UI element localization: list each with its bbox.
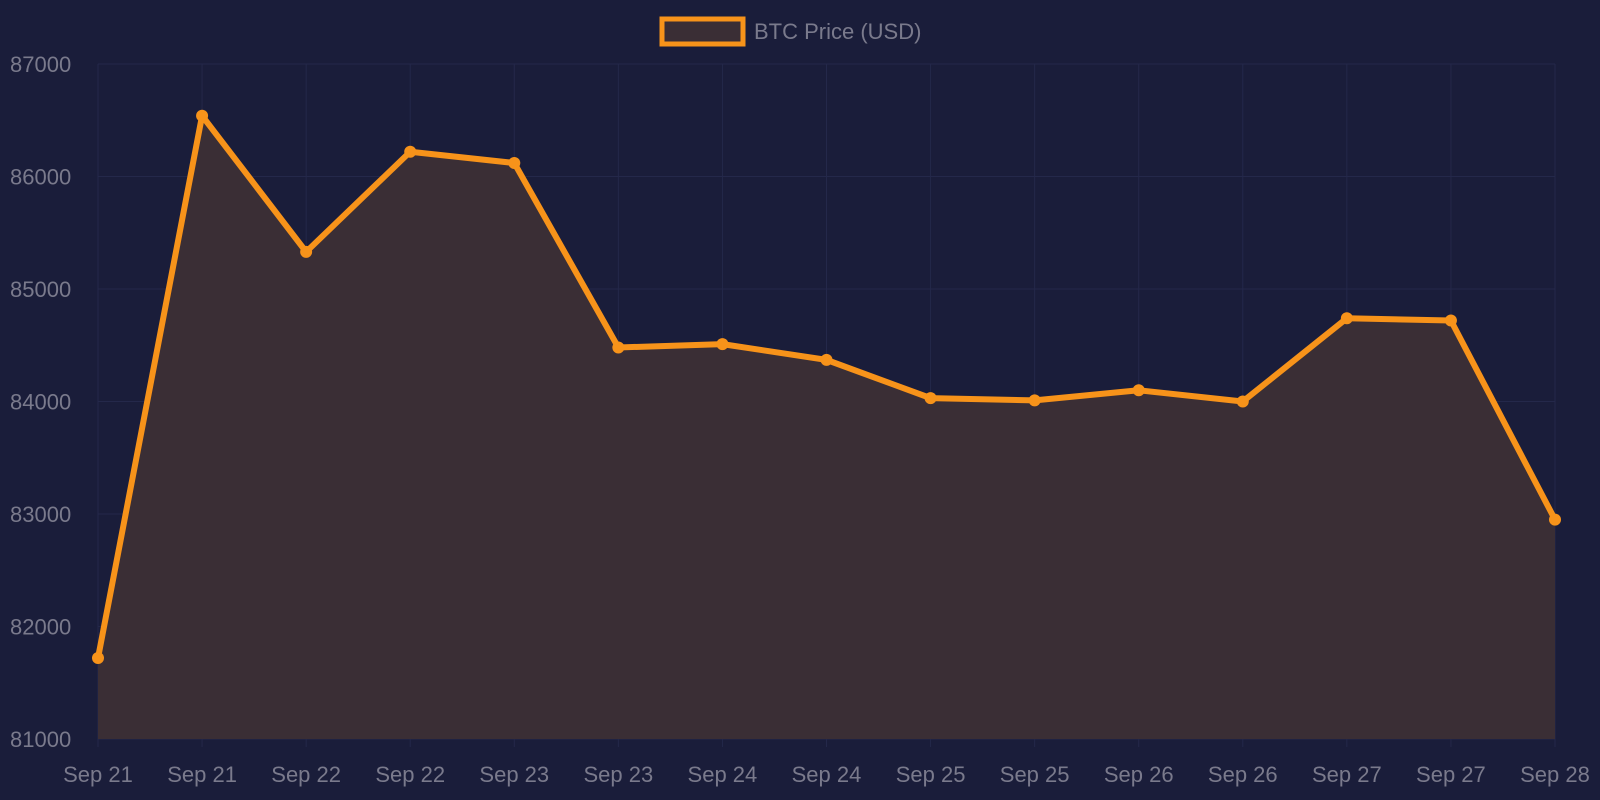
x-tick-label: Sep 26 — [1104, 762, 1174, 787]
x-tick-label: Sep 27 — [1312, 762, 1382, 787]
data-point[interactable] — [612, 341, 625, 354]
x-tick-label: Sep 26 — [1208, 762, 1278, 787]
legend[interactable]: BTC Price (USD) — [659, 16, 921, 47]
legend-label[interactable]: BTC Price (USD) — [754, 19, 921, 44]
x-tick-label: Sep 28 — [1520, 762, 1590, 787]
y-axis: 81000 82000 83000 84000 85000 86000 87000 — [10, 52, 71, 752]
y-tick-label: 82000 — [10, 615, 71, 640]
x-tick-label: Sep 22 — [271, 762, 341, 787]
points-layer — [92, 109, 1561, 664]
data-point[interactable] — [1340, 312, 1353, 325]
x-tick-label: Sep 21 — [63, 762, 133, 787]
data-point[interactable] — [1549, 513, 1561, 526]
x-tick-label: Sep 24 — [792, 762, 862, 787]
data-point[interactable] — [820, 353, 833, 366]
y-tick-label: 87000 — [10, 52, 71, 77]
area-layer — [98, 115, 1555, 739]
data-point[interactable] — [1132, 384, 1145, 397]
x-tick-label: Sep 22 — [375, 762, 445, 787]
y-tick-label: 84000 — [10, 390, 71, 415]
x-tick-label: Sep 23 — [583, 762, 653, 787]
data-point[interactable] — [1028, 394, 1041, 407]
data-point[interactable] — [1236, 395, 1249, 408]
data-point[interactable] — [404, 145, 417, 158]
x-tick-label: Sep 27 — [1416, 762, 1486, 787]
y-tick-label: 85000 — [10, 277, 71, 302]
data-point[interactable] — [924, 392, 937, 405]
y-tick-label: 86000 — [10, 165, 71, 190]
y-tick-label: 81000 — [10, 727, 71, 752]
x-tick-label: Sep 25 — [1000, 762, 1070, 787]
data-point[interactable] — [716, 338, 729, 351]
data-point[interactable] — [1444, 314, 1457, 327]
x-tick-label: Sep 23 — [479, 762, 549, 787]
data-point[interactable] — [92, 652, 104, 664]
x-axis: Sep 21 Sep 21 Sep 22 Sep 22 Sep 23 Sep 23 Sep … — [63, 762, 1590, 787]
y-tick-label: 83000 — [10, 502, 71, 527]
area-fill — [98, 115, 1555, 739]
x-tick-label: Sep 21 — [167, 762, 237, 787]
data-point[interactable] — [196, 109, 209, 122]
legend-swatch[interactable] — [659, 16, 746, 47]
x-tick-label: Sep 25 — [896, 762, 966, 787]
data-point[interactable] — [508, 157, 521, 169]
data-point[interactable] — [300, 245, 313, 258]
x-tick-label: Sep 24 — [688, 762, 758, 787]
